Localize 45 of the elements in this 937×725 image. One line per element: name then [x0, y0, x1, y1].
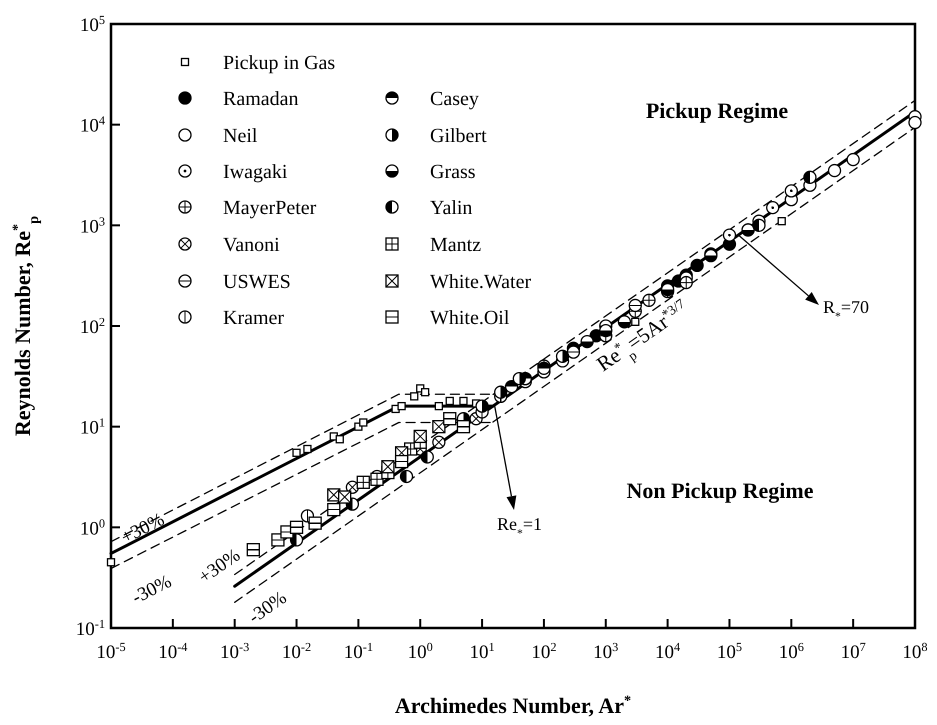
- legend-label: White.Oil: [430, 307, 510, 329]
- annotation: Pickup Regime: [646, 98, 788, 123]
- legend-label: Yalin: [430, 197, 472, 219]
- x-tick-label: 10$^{0}$: [408, 640, 433, 663]
- legend-label: MayerPeter: [223, 197, 317, 219]
- legend-label: Vanoni: [223, 234, 280, 256]
- x-tick-label: 10$^{4}$: [655, 640, 680, 663]
- annotation: Non Pickup Regime: [626, 478, 814, 503]
- x-tick-label: 10$^{-3}$: [220, 640, 250, 663]
- x-tick-label: 10$^{-1}$: [344, 640, 374, 663]
- x-tick-label: 10$^{1}$: [469, 640, 495, 663]
- x-tick-label: 10$^{-2}$: [282, 640, 312, 663]
- y-tick-label: 10$^{4}$: [80, 114, 105, 137]
- y-tick-label: 10$^{3}$: [80, 214, 105, 238]
- annotation: -30%: [244, 587, 291, 628]
- x-axis-title: Archimedes Number, Ar$^{*}$: [394, 693, 632, 718]
- x-tick-label: 10$^{6}$: [778, 640, 804, 663]
- legend-label: Kramer: [223, 307, 284, 329]
- x-tick-label: 10$^{2}$: [531, 640, 557, 663]
- x-tick-label: 10$^{3}$: [593, 640, 618, 663]
- y-tick-label: 10$^{5}$: [80, 13, 105, 36]
- x-tick-label: 10$^{8}$: [902, 640, 928, 663]
- legend-label: Iwagaki: [223, 161, 288, 183]
- annotation: +30%: [194, 544, 244, 588]
- annotation: R$_{*}$=70: [823, 297, 870, 322]
- legend-label: Pickup in Gas: [223, 52, 336, 74]
- legend-label: White.Water: [430, 271, 532, 293]
- x-tick-label: 10$^{-4}$: [158, 640, 188, 663]
- x-tick-label: 10$^{5}$: [716, 640, 742, 663]
- y-tick-label: 10$^{2}$: [80, 315, 105, 338]
- y-tick-label: 10$^{0}$: [80, 516, 105, 540]
- legend-label: Ramadan: [223, 88, 299, 110]
- legend-label: Grass: [430, 161, 476, 183]
- y-tick-label: 10$^{-1}$: [76, 617, 105, 640]
- x-tick-label: 10$^{7}$: [840, 640, 866, 663]
- annotation: +30%: [118, 508, 168, 548]
- legend-label: Neil: [223, 125, 258, 147]
- annotation: -30%: [128, 570, 176, 608]
- legend-label: Casey: [430, 88, 479, 110]
- y-tick-label: 10$^{1}$: [80, 416, 105, 439]
- legend-label: Mantz: [430, 234, 482, 256]
- annotation: Re$_{*}$=1: [497, 514, 542, 540]
- legend-label: Gilbert: [430, 125, 488, 147]
- legend-label: USWES: [223, 271, 291, 293]
- x-tick-label: 10$^{-5}$: [96, 640, 126, 663]
